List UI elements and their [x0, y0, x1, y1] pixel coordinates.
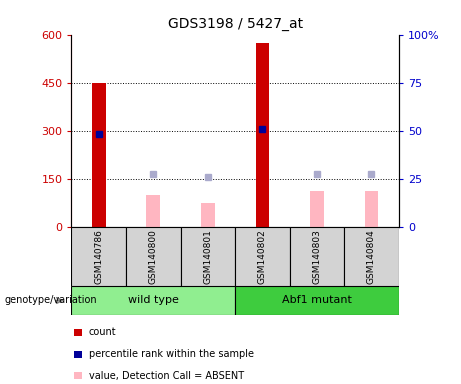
Bar [126, 227, 181, 286]
Bar [310, 191, 324, 227]
Text: GSM140803: GSM140803 [313, 229, 321, 284]
Bar [71, 227, 126, 286]
Bar [181, 227, 235, 286]
Bar [344, 227, 399, 286]
Bar [290, 227, 344, 286]
Text: Abf1 mutant: Abf1 mutant [282, 295, 352, 306]
Bar [235, 227, 290, 286]
Text: GSM140801: GSM140801 [203, 229, 213, 284]
Bar [71, 286, 235, 315]
Text: genotype/variation: genotype/variation [5, 295, 97, 306]
Text: wild type: wild type [128, 295, 179, 306]
Text: GSM140804: GSM140804 [367, 229, 376, 284]
Bar [365, 191, 378, 227]
Bar [235, 286, 399, 315]
Text: GSM140800: GSM140800 [149, 229, 158, 284]
Text: percentile rank within the sample: percentile rank within the sample [89, 349, 254, 359]
Bar [201, 203, 215, 227]
Bar [147, 195, 160, 227]
Text: value, Detection Call = ABSENT: value, Detection Call = ABSENT [89, 371, 244, 381]
Text: count: count [89, 327, 117, 337]
Text: GSM140786: GSM140786 [94, 229, 103, 284]
Text: GSM140802: GSM140802 [258, 229, 267, 284]
Title: GDS3198 / 5427_at: GDS3198 / 5427_at [167, 17, 303, 31]
Bar [92, 83, 106, 227]
Bar [255, 43, 269, 227]
